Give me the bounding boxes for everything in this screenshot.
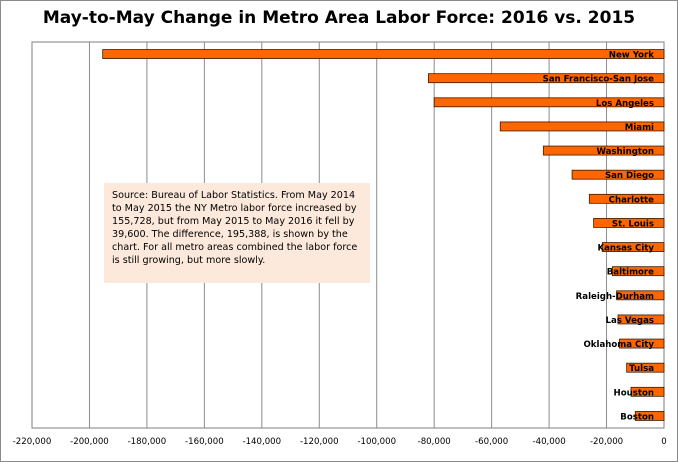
bar	[611, 266, 665, 277]
bar	[571, 169, 665, 180]
category-label: Baltimore	[607, 268, 654, 278]
bar	[428, 73, 665, 84]
bar	[634, 411, 665, 421]
bar	[630, 386, 665, 397]
x-tick-label: -200,000	[70, 437, 109, 447]
bar	[102, 49, 665, 59]
source-annotation: Source: Bureau of Labor Statistics. From…	[104, 183, 370, 283]
chart-title: May-to-May Change in Metro Area Labor Fo…	[42, 8, 636, 28]
bar	[626, 362, 665, 373]
x-tick-label: 0	[661, 437, 666, 447]
bar	[542, 145, 665, 156]
category-label: Tulsa	[629, 364, 654, 374]
category-label: Las Vegas	[606, 316, 654, 326]
category-label: Charlotte	[609, 195, 655, 205]
x-tick-label: -60,000	[475, 437, 508, 447]
category-label: San Diego	[605, 171, 654, 181]
category-label: Boston	[620, 412, 654, 422]
x-tick-label: -160,000	[185, 437, 224, 447]
category-label: Houston	[614, 388, 654, 398]
category-label: Miami	[625, 123, 654, 133]
category-label: Oklahoma City	[584, 340, 655, 350]
x-tick-label: -220,000	[13, 437, 52, 447]
category-label: Washington	[596, 147, 654, 157]
x-tick-label: -180,000	[128, 437, 167, 447]
x-tick-label: -80,000	[418, 437, 451, 447]
bar	[588, 193, 665, 204]
category-label: New York	[609, 51, 655, 61]
bar	[617, 314, 665, 325]
x-tick-label: -20,000	[590, 437, 623, 447]
plot-area	[31, 41, 665, 429]
category-label: San Francisco-San Jose	[543, 75, 655, 85]
category-label: St. Louis	[612, 219, 654, 229]
bar	[616, 290, 665, 301]
bar	[601, 242, 665, 252]
bar	[619, 338, 665, 349]
bar	[433, 97, 665, 108]
category-label: Kansas City	[597, 244, 654, 254]
x-tick-label: -40,000	[533, 437, 566, 447]
bar	[593, 218, 665, 228]
bar	[499, 121, 665, 132]
category-label: Los Angeles	[596, 99, 654, 109]
category-label: Raleigh-Durham	[576, 292, 654, 302]
x-tick-label: -120,000	[300, 437, 339, 447]
x-tick-label: -100,000	[357, 437, 396, 447]
x-tick-label: -140,000	[242, 437, 281, 447]
